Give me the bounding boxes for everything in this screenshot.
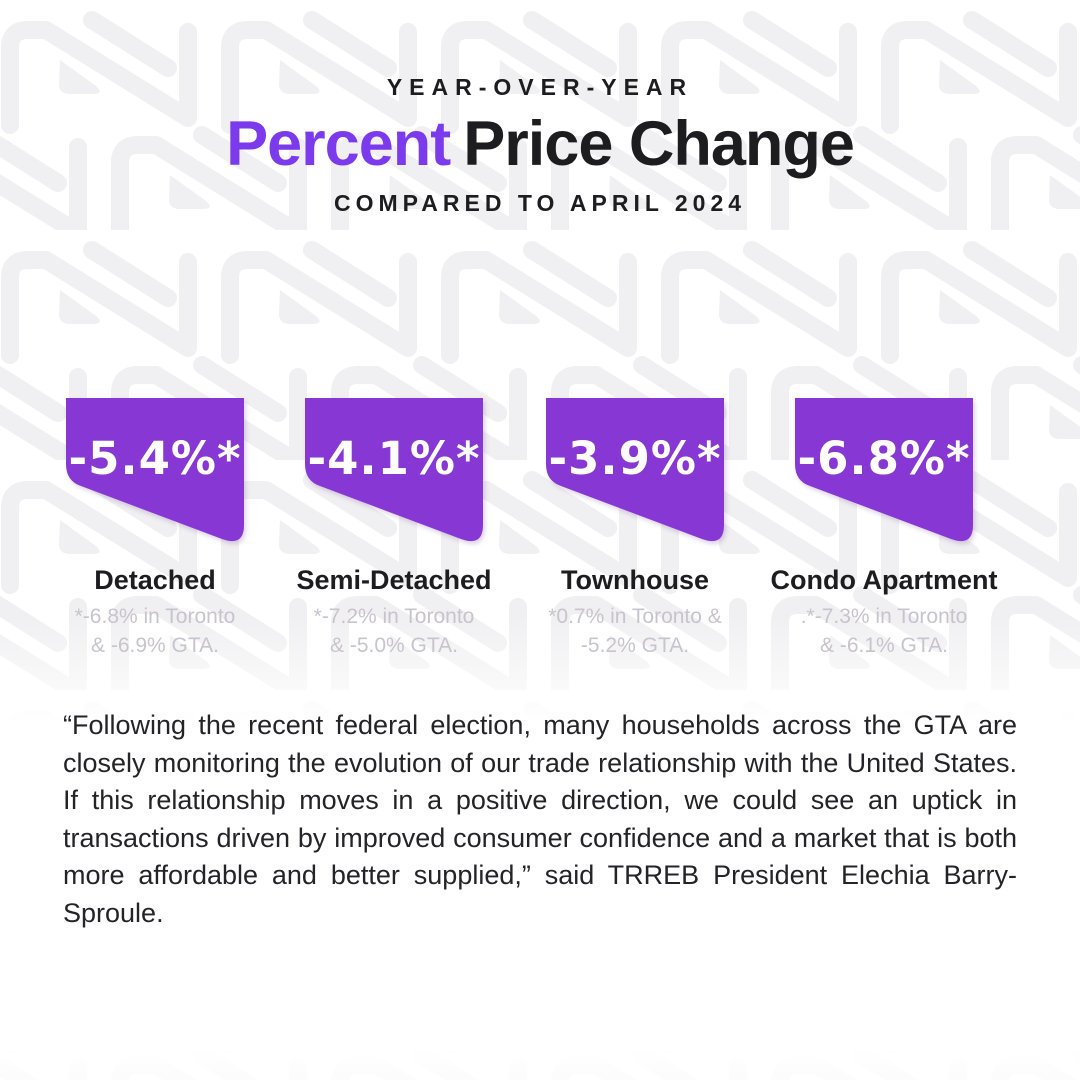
stat-label: Detached: [94, 565, 216, 595]
stat-card-townhouse: -3.9%* Townhouse *0.7% in Toronto & -5.2…: [546, 398, 724, 660]
stat-note-line1: *-6.8% in Toronto: [74, 605, 236, 628]
quote-text: “Following the recent federal election, …: [63, 710, 1017, 928]
stat-note-line2: & -5.0% GTA.: [330, 634, 458, 657]
kicker: YEAR-OVER-YEAR: [386, 74, 694, 100]
stat-value: -3.9%*: [548, 432, 722, 485]
title-rest: Price Change: [463, 109, 855, 179]
stat-note-line1: *-7.2% in Toronto: [313, 605, 475, 628]
page-title: Percent Price Change: [0, 112, 1080, 176]
stat-value: -6.8%*: [797, 432, 971, 485]
stat-note: .*-7.3% in Toronto & -6.1% GTA.: [801, 602, 968, 660]
flag-shape-wrap: -4.1%*: [305, 398, 483, 550]
stat-label: Townhouse: [561, 565, 709, 595]
stat-note-line2: -5.2% GTA.: [580, 634, 690, 657]
stat-note: *0.7% in Toronto & -5.2% GTA.: [548, 602, 722, 660]
stat-note-line2: & -6.9% GTA.: [91, 634, 219, 657]
stat-card-semi-detached: -4.1%* Semi-Detached *-7.2% in Toronto &…: [296, 398, 492, 660]
stat-note-line1: .*-7.3% in Toronto: [800, 605, 968, 628]
flag-shape-wrap: -5.4%*: [66, 398, 244, 550]
header: YEAR-OVER-YEAR Percent Price Change COMPA…: [0, 74, 1080, 217]
stat-note: *-7.2% in Toronto & -5.0% GTA.: [314, 602, 475, 660]
stat-note-line1: *0.7% in Toronto &: [548, 605, 722, 628]
stat-card-detached: -5.4%* Detached *-6.8% in Toronto & -6.9…: [66, 398, 244, 660]
stat-label: Semi-Detached: [296, 565, 492, 595]
stat-value: -5.4%*: [68, 432, 242, 485]
title-accent: Percent: [226, 109, 451, 179]
flag-shape-wrap: -3.9%*: [546, 398, 724, 550]
stat-value: -4.1%*: [307, 432, 481, 485]
subtitle: COMPARED TO APRIL 2024: [333, 190, 747, 216]
stat-label: Condo Apartment: [770, 565, 998, 595]
stat-card-condo-apartment: -6.8%* Condo Apartment .*-7.3% in Toront…: [771, 398, 998, 660]
stat-note: *-6.8% in Toronto & -6.9% GTA.: [75, 602, 236, 660]
flag-shape-wrap: -6.8%*: [795, 398, 973, 550]
stat-note-line2: & -6.1% GTA.: [820, 634, 948, 657]
